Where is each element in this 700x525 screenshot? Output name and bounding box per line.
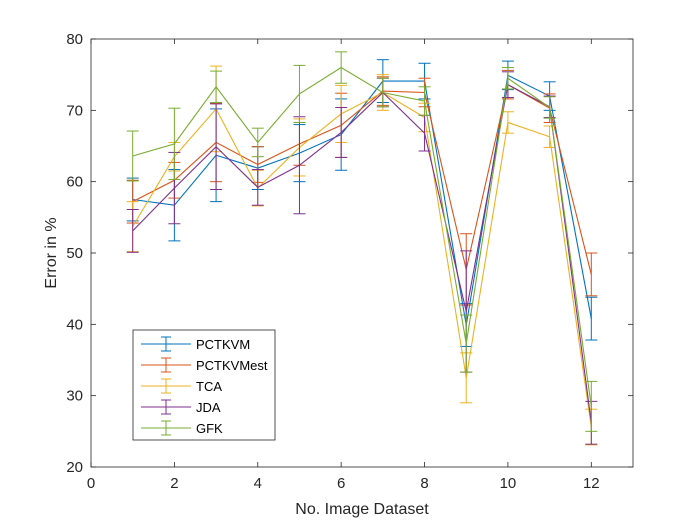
legend-label: JDA <box>196 400 221 415</box>
legend-label: TCA <box>196 379 222 394</box>
y-tick-label: 20 <box>66 459 83 476</box>
axes-layer: 0 2 4 6 8 10 12 20 30 40 50 60 70 80 <box>66 31 634 492</box>
x-tick-label: 2 <box>170 475 178 492</box>
y-tick-label: 60 <box>66 174 83 191</box>
legend: PCTKVM PCTKVMest TCA JDA GFK <box>132 329 276 441</box>
legend-item-pctkvm: PCTKVM <box>141 336 250 352</box>
error-bar <box>418 86 431 116</box>
series-line <box>132 66 592 407</box>
x-tick-label: 10 <box>500 475 517 492</box>
legend-label: PCTKVM <box>196 337 250 352</box>
error-bar <box>335 51 348 84</box>
y-tick-label: 30 <box>66 388 83 405</box>
x-tick-label: 12 <box>583 475 600 492</box>
series-line <box>132 83 592 423</box>
series-gfk <box>126 51 598 432</box>
y-tick-label: 40 <box>66 316 83 333</box>
y-tick-label: 50 <box>66 245 83 262</box>
legend-item-pctkvmest: PCTKVMest <box>141 357 268 373</box>
x-tick-label: 8 <box>420 475 428 492</box>
error-bar <box>543 125 556 148</box>
error-bar <box>126 208 139 253</box>
y-axis-title: Error in % <box>43 217 60 288</box>
error-bar <box>585 296 598 341</box>
error-bar <box>543 96 556 119</box>
error-bar <box>251 169 264 206</box>
series-layer <box>126 51 598 446</box>
error-bar <box>585 380 598 432</box>
error-bar <box>501 111 514 134</box>
error-bar <box>376 77 389 108</box>
legend-label: PCTKVMest <box>196 358 268 373</box>
series-line <box>132 91 592 428</box>
error-bar <box>210 70 223 103</box>
legend-item-tca: TCA <box>141 378 222 394</box>
y-tick-label: 70 <box>66 102 83 119</box>
legend-box <box>132 329 276 441</box>
error-bar <box>335 106 348 158</box>
x-tick-label: 4 <box>254 475 262 492</box>
x-tick-label: 0 <box>87 475 95 492</box>
error-bar <box>126 130 139 182</box>
error-bar <box>168 107 181 181</box>
y-tick-label: 80 <box>66 31 83 48</box>
error-bar <box>585 252 598 297</box>
error-bar <box>293 64 306 123</box>
error-bar <box>501 67 514 90</box>
error-bar <box>210 103 223 191</box>
legend-item-gfk: GFK <box>141 420 223 436</box>
error-bar <box>460 314 473 373</box>
error-bar <box>251 127 264 158</box>
x-axis-title: No. Image Dataset <box>295 501 429 518</box>
x-tick-label: 6 <box>337 475 345 492</box>
legend-item-jda: JDA <box>141 399 221 415</box>
legend-label: GFK <box>196 421 223 436</box>
